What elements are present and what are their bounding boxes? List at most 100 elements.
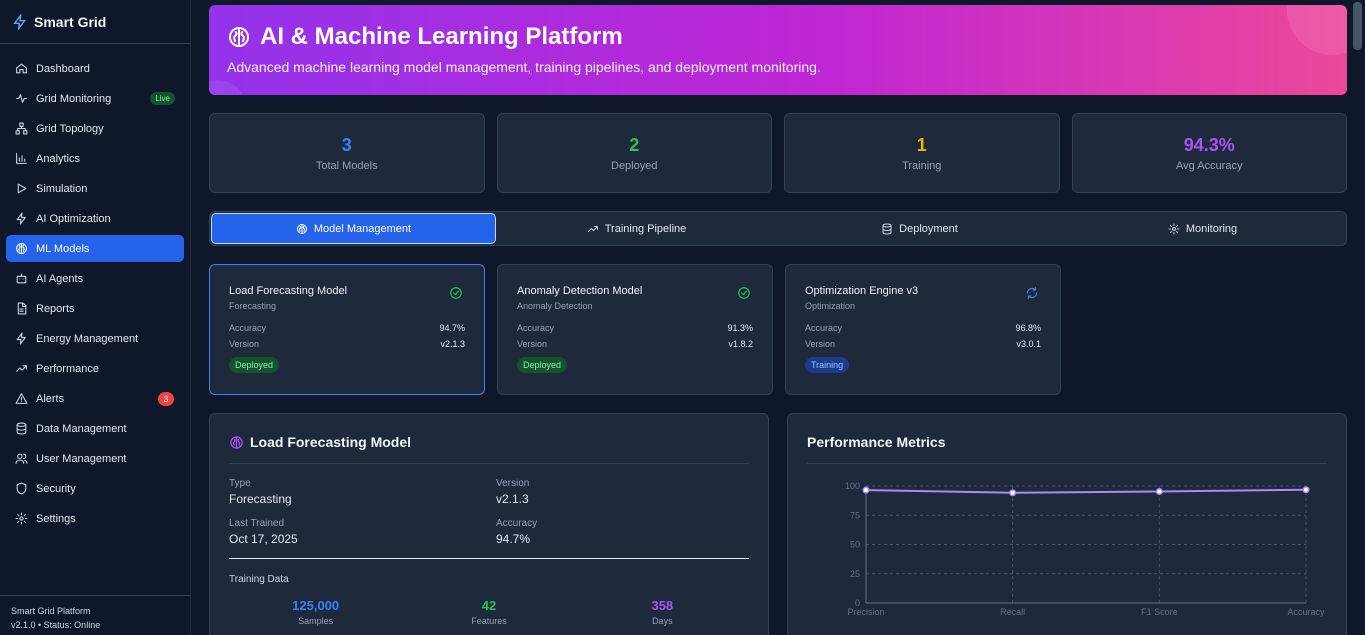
sidebar-item-analytics[interactable]: Analytics	[6, 145, 184, 172]
sidebar-item-label: Performance	[36, 362, 99, 375]
tab-label: Monitoring	[1185, 222, 1238, 235]
stat-value: 94.3%	[1183, 135, 1235, 155]
y-tick-label: 50	[850, 540, 860, 550]
tab-deployment[interactable]: Deployment	[778, 214, 1061, 243]
field-last-trained-value: Oct 17, 2025	[229, 532, 298, 546]
y-tick-label: 100	[845, 481, 860, 491]
check-circle-icon	[450, 287, 462, 299]
sidebar-item-dashboard[interactable]: Dashboard	[6, 55, 184, 82]
detail-fields: Type Forecasting Version v2.1.3 Last Tra…	[229, 478, 749, 559]
sidebar-item-user-management[interactable]: User Management	[6, 445, 184, 472]
y-tick-label: 75	[850, 510, 860, 520]
training-stat-features: 42 Features	[402, 598, 575, 626]
sidebar-item-alerts[interactable]: Alerts 3	[6, 385, 184, 412]
sidebar-item-simulation[interactable]: Simulation	[6, 175, 184, 202]
sidebar-item-label: Settings	[36, 512, 76, 525]
database-icon	[882, 223, 892, 234]
sidebar-badge: 3	[158, 392, 174, 406]
model-type: Optimization	[805, 301, 856, 311]
sidebar-item-ml-models[interactable]: ML Models	[6, 235, 184, 262]
page-title-text: AI & Machine Learning Platform	[260, 23, 623, 50]
brand[interactable]: Smart Grid	[0, 0, 191, 44]
stat-card-total-models: 3 Total Models	[209, 113, 485, 193]
model-version-row: Version v3.0.1	[805, 339, 1041, 349]
brain-icon	[229, 27, 249, 47]
model-accuracy-label: Accuracy	[517, 323, 555, 333]
tab-bar: Model Management Training Pipeline Deploym…	[209, 211, 1347, 246]
bolt-icon	[13, 13, 26, 30]
field-last-trained: Last Trained Oct 17, 2025	[229, 518, 496, 546]
status-badge: Training	[805, 357, 850, 373]
model-version-label: Version	[229, 339, 260, 349]
sidebar-item-label: User Management	[36, 452, 127, 465]
sidebar-item-grid-monitoring[interactable]: Grid Monitoring Live	[6, 85, 184, 112]
model-detail-panel: Load Forecasting Model Type Forecasting …	[209, 413, 769, 635]
sidebar-item-label: Simulation	[36, 182, 88, 195]
sidebar-item-data-management[interactable]: Data Management	[6, 415, 184, 442]
x-tick-label: Accuracy	[1287, 607, 1325, 617]
sidebar-item-label: Alerts	[36, 392, 65, 405]
model-version-label: Version	[805, 339, 836, 349]
tab-label: Deployment	[899, 222, 958, 235]
x-tick-label: F1 Score	[1141, 607, 1178, 617]
field-last-trained-label: Last Trained	[229, 518, 285, 529]
sidebar-item-ai-optimization[interactable]: AI Optimization	[6, 205, 184, 232]
database-icon	[16, 422, 27, 435]
scrollbar-thumb[interactable]	[1353, 2, 1362, 50]
trending-up-icon	[16, 365, 27, 372]
gear-icon	[15, 512, 28, 525]
model-type: Anomaly Detection	[517, 301, 593, 311]
gear-icon	[1168, 223, 1180, 234]
training-data-stats: 125,000 Samples 42 Features 358 Days	[229, 598, 749, 626]
tab-label: Model Management	[313, 222, 412, 235]
training-stat-value: 125,000	[292, 598, 340, 613]
brand-name: Smart Grid	[34, 13, 107, 30]
training-stat-value: 42	[481, 598, 497, 613]
y-tick-label: 0	[855, 598, 860, 608]
sidebar-item-label: ML Models	[36, 242, 90, 255]
model-accuracy: 91.3%	[727, 323, 753, 333]
model-version-row: Version v1.8.2	[517, 339, 753, 349]
tab-monitoring[interactable]: Monitoring	[1061, 214, 1344, 243]
model-accuracy-label: Accuracy	[805, 323, 843, 333]
model-accuracy: 94.7%	[439, 323, 465, 333]
sidebar-item-label: Grid Topology	[36, 122, 104, 135]
tab-training-pipeline[interactable]: Training Pipeline	[495, 214, 778, 243]
sidebar-item-label: AI Agents	[36, 272, 84, 285]
status-badge: Deployed	[229, 357, 280, 373]
page-scrollbar[interactable]	[1347, 0, 1365, 635]
model-type: Forecasting	[229, 301, 277, 311]
field-accuracy-label: Accuracy	[496, 518, 538, 529]
model-accuracy: 96.8%	[1015, 323, 1041, 333]
sidebar-nav: Dashboard Grid Monitoring Live Grid Topolog…	[0, 44, 190, 532]
stat-card-avg-accuracy: 94.3% Avg Accuracy	[1071, 113, 1347, 193]
stat-value: 2	[629, 135, 640, 155]
sidebar-item-performance[interactable]: Performance	[6, 355, 184, 382]
model-card-load-forecasting-model[interactable]: Load Forecasting Model Forecasting Accur…	[209, 264, 485, 395]
tab-model-management[interactable]: Model Management	[211, 213, 496, 244]
model-name: Anomaly Detection Model	[517, 285, 643, 297]
stat-value: 3	[341, 135, 352, 155]
field-version-label: Version	[496, 478, 530, 489]
model-card-optimization-engine-v3[interactable]: Optimization Engine v3 Optimization Accu…	[785, 264, 1061, 395]
sidebar-item-grid-topology[interactable]: Grid Topology	[6, 115, 184, 142]
training-stat-days: 358 Days	[576, 598, 749, 626]
footer-platform: Smart Grid Platform	[11, 606, 91, 616]
sidebar-item-security[interactable]: Security	[6, 475, 184, 502]
stat-value: 1	[916, 135, 927, 155]
model-card-anomaly-detection-model[interactable]: Anomaly Detection Model Anomaly Detectio…	[497, 264, 773, 395]
metrics-title: Performance Metrics	[807, 434, 1327, 464]
play-icon	[17, 183, 27, 194]
field-version: Version v2.1.3	[496, 478, 751, 506]
stat-label: Deployed	[611, 160, 658, 172]
field-type: Type Forecasting	[229, 478, 496, 506]
sidebar-item-ai-agents[interactable]: AI Agents	[6, 265, 184, 292]
sidebar-item-energy-management[interactable]: Energy Management	[6, 325, 184, 352]
stat-label: Total Models	[315, 160, 378, 172]
sidebar-item-settings[interactable]: Settings	[6, 505, 184, 532]
sidebar-footer: Smart Grid Platform v2.1.0 • Status: Onl…	[0, 595, 191, 635]
sidebar-item-reports[interactable]: Reports	[6, 295, 184, 322]
sidebar: Smart Grid Dashboard Grid Monitoring Live G…	[0, 0, 191, 635]
shield-icon	[16, 482, 27, 495]
brain-icon	[230, 435, 243, 449]
